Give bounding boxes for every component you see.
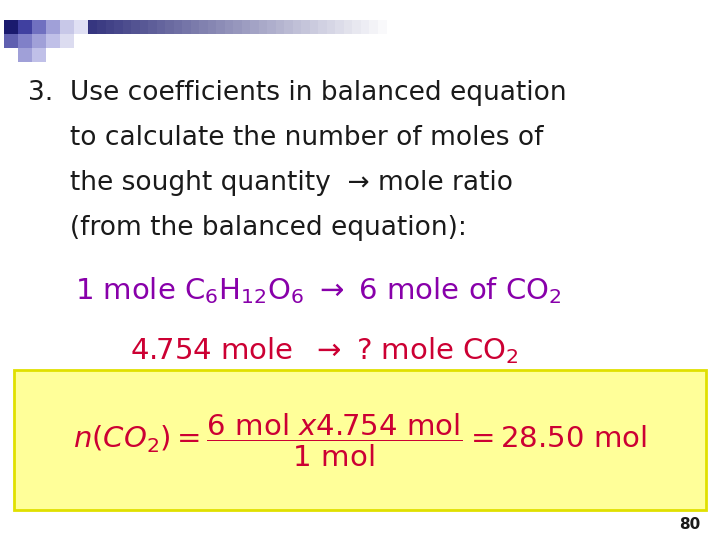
Bar (326, 20, 336, 34)
Text: (from the balanced equation):: (from the balanced equation): (28, 215, 467, 241)
Text: to calculate the number of moles of: to calculate the number of moles of (28, 125, 544, 151)
Bar (46, 20, 55, 34)
Bar (225, 20, 234, 34)
Bar (60, 34, 74, 48)
Bar (318, 20, 328, 34)
Bar (4, 34, 18, 48)
Bar (71, 20, 81, 34)
Bar (55, 20, 64, 34)
Bar (46, 34, 60, 48)
FancyBboxPatch shape (14, 370, 706, 510)
Text: 3.  Use coefficients in balanced equation: 3. Use coefficients in balanced equation (28, 80, 567, 106)
Bar (74, 20, 88, 34)
Bar (131, 20, 140, 34)
Bar (32, 34, 46, 48)
Bar (60, 20, 74, 34)
Text: $n(CO_2) = \dfrac{6\ \mathrm{mol}\ x4.754\ \mathrm{mol}}{1\ \mathrm{mol}} = 28.5: $n(CO_2) = \dfrac{6\ \mathrm{mol}\ x4.75… (73, 411, 647, 469)
Text: 1 mole $\mathregular{C_6H_{12}O_6}$ $\rightarrow$ 6 mole of $\mathregular{CO_2}$: 1 mole $\mathregular{C_6H_{12}O_6}$ $\ri… (75, 275, 562, 306)
Bar (80, 20, 89, 34)
Text: the sought quantity  → mole ratio: the sought quantity → mole ratio (28, 170, 513, 196)
Bar (63, 20, 73, 34)
Bar (182, 20, 192, 34)
Bar (292, 20, 302, 34)
Bar (250, 20, 259, 34)
Bar (46, 20, 60, 34)
Bar (352, 20, 361, 34)
Bar (4, 20, 18, 34)
Bar (148, 20, 158, 34)
Bar (216, 20, 225, 34)
Bar (191, 20, 200, 34)
Bar (89, 20, 98, 34)
Bar (369, 20, 379, 34)
Bar (233, 20, 243, 34)
Bar (32, 48, 46, 62)
Bar (18, 34, 32, 48)
Bar (97, 20, 107, 34)
Bar (18, 48, 32, 62)
Bar (267, 20, 276, 34)
Bar (377, 20, 387, 34)
Bar (199, 20, 209, 34)
Bar (276, 20, 285, 34)
Bar (284, 20, 294, 34)
Bar (106, 20, 115, 34)
Bar (174, 20, 183, 34)
Bar (241, 20, 251, 34)
Bar (310, 20, 319, 34)
Bar (114, 20, 124, 34)
Text: 4.754 mole  $\rightarrow$ ? mole $\mathregular{CO_2}$: 4.754 mole $\rightarrow$ ? mole $\mathre… (130, 335, 518, 366)
Bar (122, 20, 132, 34)
Bar (335, 20, 344, 34)
Bar (140, 20, 149, 34)
Bar (32, 20, 46, 34)
Bar (207, 20, 217, 34)
Bar (165, 20, 174, 34)
Bar (258, 20, 268, 34)
Bar (301, 20, 310, 34)
Bar (18, 20, 32, 34)
Text: 80: 80 (679, 517, 700, 532)
Bar (361, 20, 370, 34)
Bar (343, 20, 353, 34)
Bar (156, 20, 166, 34)
